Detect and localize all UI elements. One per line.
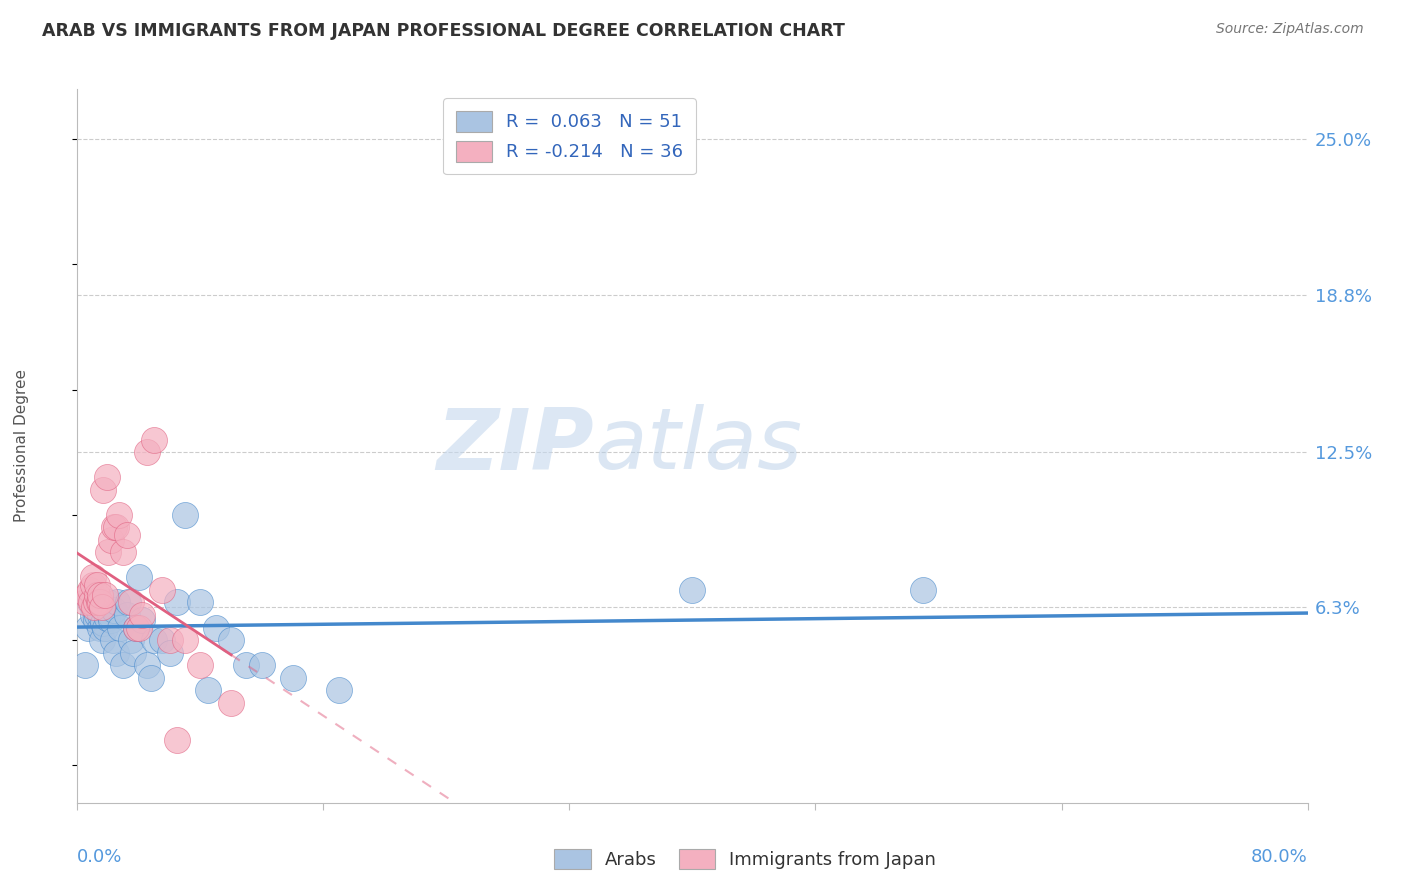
Point (89, 621, 111, 635)
Point (143, 433, 166, 447)
Point (143, 633, 166, 648)
Text: ZIP: ZIP (436, 404, 595, 488)
Point (94, 603, 117, 617)
Point (101, 633, 124, 648)
Point (87, 603, 110, 617)
Point (98, 607, 121, 622)
Point (82, 588, 104, 602)
Point (86, 578, 108, 592)
Point (105, 595, 128, 609)
Point (73, 595, 96, 609)
Point (73, 658, 96, 673)
Text: atlas: atlas (595, 404, 801, 488)
Point (94, 621, 117, 635)
Point (77, 621, 100, 635)
Point (250, 658, 273, 673)
Point (103, 603, 125, 617)
Point (103, 520, 125, 534)
Point (141, 671, 163, 685)
Point (97, 595, 120, 609)
Point (83, 600, 105, 615)
Point (80, 595, 103, 609)
Point (79, 595, 101, 609)
Point (328, 683, 350, 698)
Point (112, 545, 135, 559)
Point (104, 646, 127, 660)
Text: 80.0%: 80.0% (1251, 848, 1308, 866)
Point (128, 621, 150, 635)
Point (79, 582, 101, 597)
Point (93, 483, 115, 497)
Text: Professional Degree: Professional Degree (14, 369, 30, 523)
Point (89, 588, 111, 602)
Point (86, 588, 108, 602)
Point (121, 646, 143, 660)
Point (89, 595, 111, 609)
Point (82, 570, 104, 584)
Point (86, 607, 108, 622)
Point (219, 633, 242, 648)
Point (87, 595, 110, 609)
Point (117, 595, 139, 609)
Point (76, 588, 98, 602)
Point (166, 595, 188, 609)
Point (150, 582, 173, 597)
Point (125, 621, 148, 635)
Point (110, 621, 132, 635)
Point (120, 633, 142, 648)
Point (90, 633, 114, 648)
Point (912, 582, 935, 597)
Point (96, 470, 118, 484)
Point (174, 633, 197, 648)
Point (89, 607, 111, 622)
Point (131, 607, 153, 622)
Point (174, 508, 197, 522)
Legend: Arabs, Immigrants from Japan: Arabs, Immigrants from Japan (546, 839, 945, 879)
Point (82, 578, 104, 592)
Point (128, 570, 150, 584)
Point (94, 588, 117, 602)
Point (84, 613, 107, 627)
Point (82, 600, 104, 615)
Point (115, 528, 138, 542)
Point (204, 621, 226, 635)
Point (112, 658, 135, 673)
Point (150, 633, 173, 648)
Point (682, 582, 704, 597)
Text: Source: ZipAtlas.com: Source: ZipAtlas.com (1216, 22, 1364, 37)
Point (100, 533, 122, 547)
Point (159, 633, 181, 648)
Point (125, 621, 148, 635)
Point (281, 671, 304, 685)
Point (120, 595, 142, 609)
Point (108, 508, 131, 522)
Point (96, 610, 118, 624)
Point (93, 615, 115, 630)
Point (84, 595, 107, 609)
Point (219, 696, 242, 710)
Point (89, 595, 111, 609)
Point (159, 646, 181, 660)
Point (93, 600, 115, 615)
Point (135, 658, 157, 673)
Point (82, 607, 104, 622)
Point (100, 613, 122, 627)
Text: ARAB VS IMMIGRANTS FROM JAPAN PROFESSIONAL DEGREE CORRELATION CHART: ARAB VS IMMIGRANTS FROM JAPAN PROFESSION… (42, 22, 845, 40)
Point (235, 658, 257, 673)
Text: 0.0%: 0.0% (77, 848, 122, 866)
Point (90, 600, 114, 615)
Point (97, 545, 120, 559)
Point (115, 607, 138, 622)
Point (166, 733, 188, 747)
Legend: R =  0.063   N = 51, R = -0.214   N = 36: R = 0.063 N = 51, R = -0.214 N = 36 (443, 98, 696, 174)
Point (188, 658, 212, 673)
Point (104, 520, 127, 534)
Point (188, 595, 212, 609)
Point (131, 613, 153, 627)
Point (197, 683, 219, 698)
Point (135, 445, 157, 459)
